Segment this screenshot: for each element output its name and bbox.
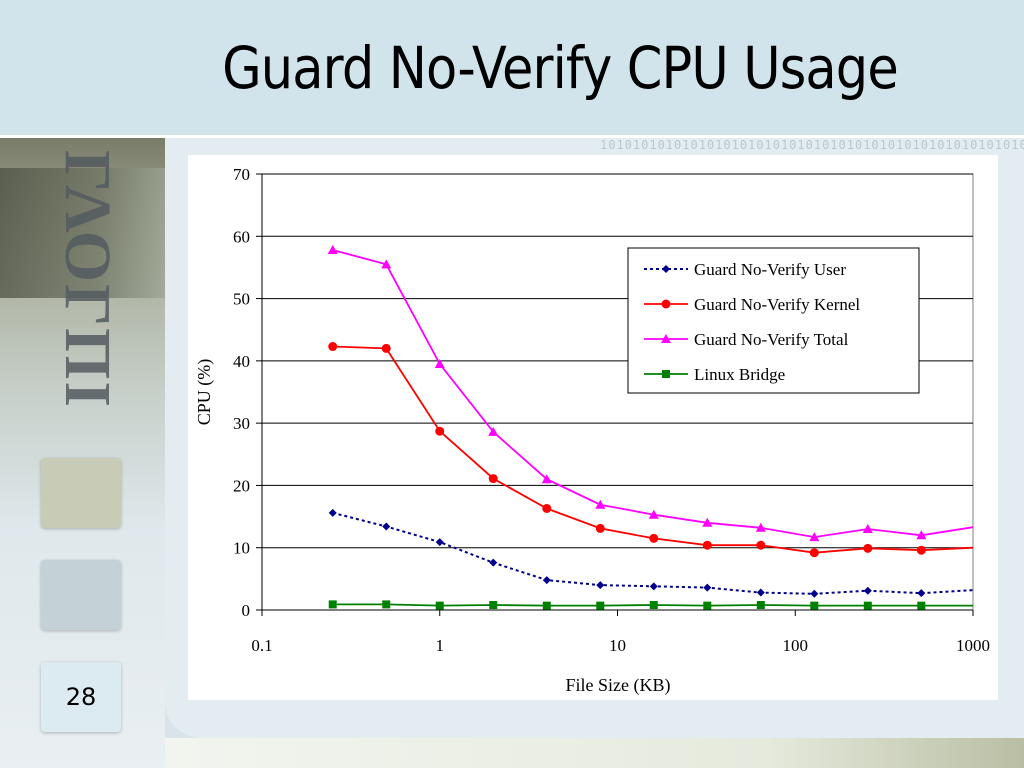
data-point <box>649 533 659 543</box>
data-point <box>381 343 391 353</box>
data-point <box>702 517 713 527</box>
data-point <box>328 342 338 352</box>
legend-label: Guard No-Verify User <box>694 260 846 279</box>
legend-label: Guard No-Verify Kernel <box>694 295 860 314</box>
legend-marker <box>662 370 670 378</box>
chart-area: 0 10 20 30 40 50 60 70 0.1 1 10 100 1000 File Size (… <box>188 155 998 700</box>
data-point <box>702 540 712 550</box>
series-guard-no-verify-total <box>327 244 974 542</box>
data-point <box>596 581 605 590</box>
y-tick-label: 50 <box>233 290 250 309</box>
data-point <box>863 586 872 595</box>
chart-legend: Guard No-Verify User Guard No-Verify Kern… <box>627 247 920 394</box>
data-point <box>382 600 391 609</box>
series-guard-no-verify-user <box>328 508 974 598</box>
data-point <box>596 601 605 610</box>
page-number-box: 28 <box>41 662 121 732</box>
legend-label: Linux Bridge <box>694 365 785 384</box>
slide-title: Guard No-Verify CPU Usage <box>222 34 899 102</box>
data-point <box>756 588 765 597</box>
data-point <box>381 259 392 269</box>
vertical-logo-text: ΓΛΟΓΠΙ <box>51 150 120 409</box>
data-point <box>327 244 338 254</box>
y-tick-label: 70 <box>233 165 250 184</box>
series-linux-bridge <box>328 600 973 610</box>
y-tick-label: 20 <box>233 476 250 495</box>
data-point <box>434 358 445 368</box>
legend-entry: Guard No-Verify Total <box>644 330 849 349</box>
data-point <box>328 600 337 609</box>
y-tick-label: 0 <box>242 601 251 620</box>
data-point <box>756 540 766 550</box>
title-bar <box>0 0 1024 135</box>
data-point <box>649 582 658 591</box>
legend-entry: Linux Bridge <box>644 365 785 384</box>
x-tick-label: 10 <box>609 636 626 655</box>
data-point <box>756 601 765 610</box>
data-point <box>755 522 766 532</box>
data-point <box>489 601 498 610</box>
data-point <box>703 601 712 610</box>
data-point <box>489 558 498 567</box>
data-point <box>649 601 658 610</box>
data-point <box>809 532 820 542</box>
title-divider <box>0 135 1024 138</box>
legend-marker <box>661 334 671 343</box>
page-number: 28 <box>65 683 97 711</box>
legend-box <box>627 247 920 394</box>
legend-marker <box>661 299 671 309</box>
data-point <box>863 543 873 553</box>
data-point <box>435 538 444 547</box>
data-point <box>542 503 552 513</box>
data-point <box>862 524 873 534</box>
data-point <box>541 474 552 484</box>
data-point <box>916 545 926 555</box>
data-point <box>917 601 926 610</box>
data-point <box>809 548 819 558</box>
data-point <box>488 426 499 436</box>
vertical-logo-graphic: ΓΛΟΓΠΙ <box>51 150 124 409</box>
vertical-logo: ΓΛΟΓΠΙ <box>48 150 124 440</box>
x-tick-label: 0.1 <box>251 636 272 655</box>
y-axis-label: CPU (%) <box>194 359 215 426</box>
y-tick-label: 40 <box>233 352 250 371</box>
legend-label: Guard No-Verify Total <box>694 330 849 349</box>
data-point <box>648 509 659 519</box>
y-tick-label: 60 <box>233 227 250 246</box>
x-tick-label: 100 <box>783 636 809 655</box>
bottom-decor-strip <box>165 738 1024 768</box>
data-point <box>382 522 391 531</box>
y-tick-label: 10 <box>233 539 250 558</box>
x-tick-label: 1000 <box>956 636 990 655</box>
data-point <box>595 499 606 509</box>
data-point <box>810 589 819 598</box>
legend-entry: Guard No-Verify Kernel <box>644 295 860 314</box>
data-point <box>810 601 819 610</box>
data-point <box>435 426 445 436</box>
data-point <box>916 530 927 540</box>
data-point <box>863 601 872 610</box>
legend-marker <box>662 265 670 273</box>
decorative-photo-stripe <box>0 168 165 298</box>
legend-entry: Guard No-Verify User <box>644 260 846 279</box>
series-lines <box>327 244 974 610</box>
data-point <box>435 601 444 610</box>
cpu-usage-chart: 0 10 20 30 40 50 60 70 0.1 1 10 100 1000 File Size (… <box>194 165 990 696</box>
data-point <box>488 474 498 484</box>
side-decor-box-blue <box>41 560 121 630</box>
x-axis-label: File Size (KB) <box>566 675 671 696</box>
series-guard-no-verify-kernel <box>328 342 974 558</box>
data-point <box>595 523 605 533</box>
side-decor-box-olive <box>41 458 121 528</box>
data-point <box>917 589 926 598</box>
data-point <box>703 583 712 592</box>
data-point <box>542 576 551 585</box>
data-point <box>542 601 551 610</box>
axes: 0 10 20 30 40 50 60 70 0.1 1 10 100 1000 <box>233 165 990 655</box>
decorative-binary-pattern: 1010101010101010101010101010101010101010… <box>600 138 1024 152</box>
y-tick-label: 30 <box>233 414 250 433</box>
x-tick-label: 1 <box>436 636 445 655</box>
data-point <box>328 508 337 517</box>
